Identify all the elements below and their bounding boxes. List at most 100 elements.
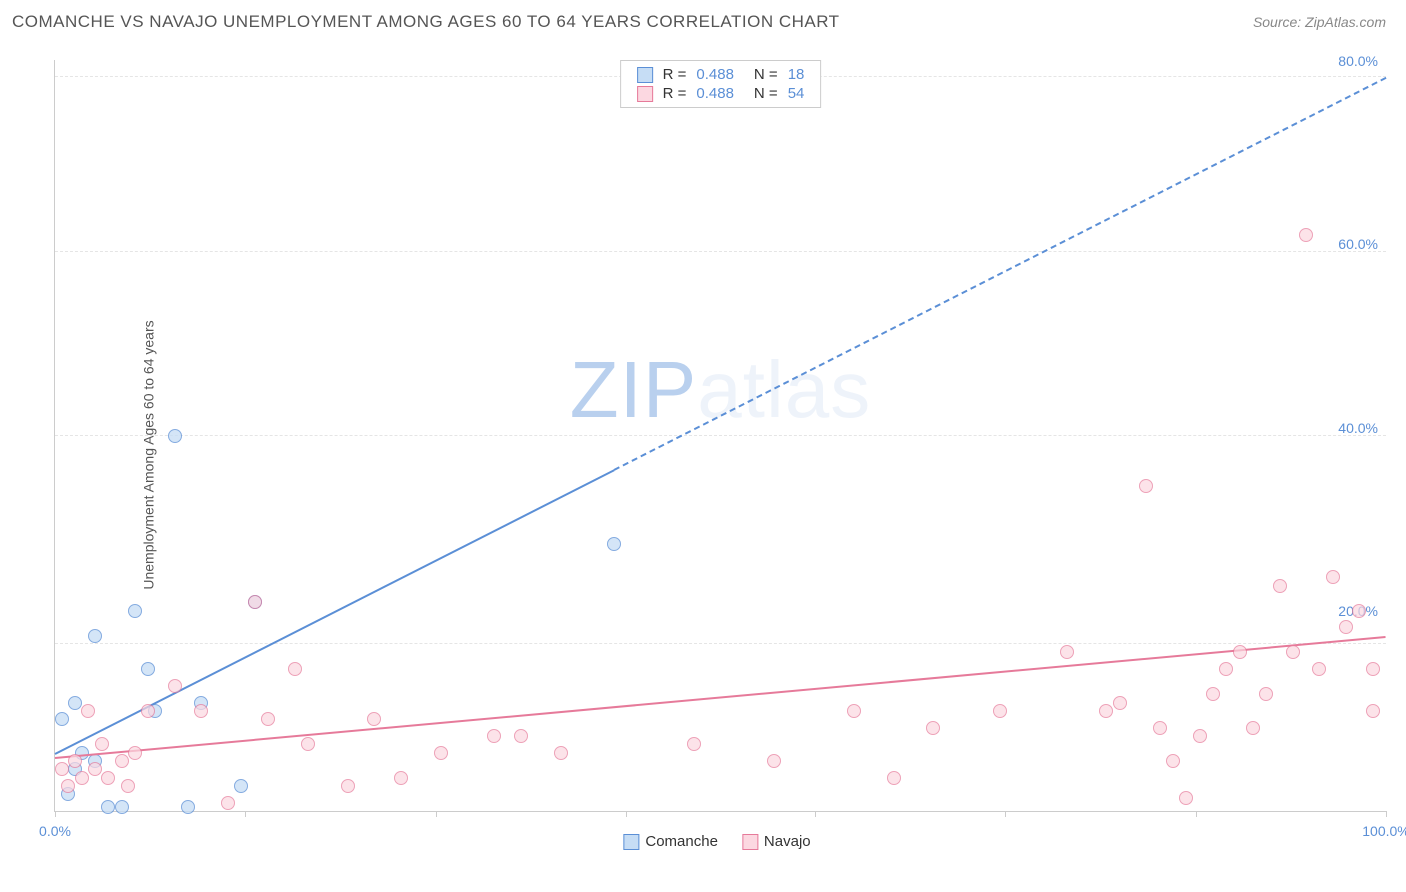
- data-point-comanche: [141, 662, 155, 676]
- data-point-navajo: [68, 754, 82, 768]
- x-tick: [1386, 811, 1387, 817]
- data-point-navajo: [168, 679, 182, 693]
- data-point-navajo: [221, 796, 235, 810]
- data-point-navajo: [1206, 687, 1220, 701]
- data-point-comanche: [115, 800, 129, 814]
- data-point-navajo: [1166, 754, 1180, 768]
- stats-r-label: R =: [663, 85, 687, 102]
- stats-swatch: [637, 86, 653, 102]
- stats-swatch: [637, 67, 653, 83]
- data-point-navajo: [1259, 687, 1273, 701]
- data-point-navajo: [101, 771, 115, 785]
- trend-line-navajo: [55, 636, 1386, 759]
- data-point-comanche: [128, 604, 142, 618]
- y-tick-label: 60.0%: [1338, 236, 1378, 252]
- data-point-comanche: [168, 429, 182, 443]
- data-point-comanche: [68, 696, 82, 710]
- x-tick: [626, 811, 627, 817]
- trend-line-comanche: [614, 77, 1387, 471]
- data-point-navajo: [1366, 662, 1380, 676]
- y-tick-label: 80.0%: [1338, 53, 1378, 69]
- data-point-navajo: [993, 704, 1007, 718]
- data-point-navajo: [367, 712, 381, 726]
- x-tick: [1196, 811, 1197, 817]
- data-point-navajo: [1139, 479, 1153, 493]
- data-point-navajo: [1286, 645, 1300, 659]
- data-point-navajo: [1193, 729, 1207, 743]
- data-point-navajo: [194, 704, 208, 718]
- data-point-navajo: [1099, 704, 1113, 718]
- chart-title: COMANCHE VS NAVAJO UNEMPLOYMENT AMONG AG…: [12, 12, 840, 32]
- legend-item: Comanche: [623, 833, 718, 850]
- data-point-navajo: [248, 595, 262, 609]
- data-point-navajo: [1233, 645, 1247, 659]
- data-point-navajo: [847, 704, 861, 718]
- data-point-navajo: [767, 754, 781, 768]
- watermark-prefix: ZIP: [570, 345, 697, 434]
- x-tick: [55, 811, 56, 817]
- stats-row: R =0.488N =54: [637, 84, 805, 103]
- watermark: ZIPatlas: [570, 344, 871, 436]
- data-point-navajo: [1326, 570, 1340, 584]
- data-point-comanche: [101, 800, 115, 814]
- data-point-navajo: [1352, 604, 1366, 618]
- legend-swatch: [742, 834, 758, 850]
- legend-label: Navajo: [764, 833, 811, 850]
- data-point-navajo: [128, 746, 142, 760]
- data-point-navajo: [926, 721, 940, 735]
- legend-item: Navajo: [742, 833, 811, 850]
- data-point-navajo: [514, 729, 528, 743]
- data-point-navajo: [95, 737, 109, 751]
- gridline-h: [55, 251, 1386, 252]
- data-point-comanche: [181, 800, 195, 814]
- stats-n-value: 18: [788, 66, 805, 83]
- data-point-navajo: [55, 762, 69, 776]
- data-point-comanche: [607, 537, 621, 551]
- data-point-navajo: [687, 737, 701, 751]
- data-point-navajo: [1312, 662, 1326, 676]
- x-tick: [1005, 811, 1006, 817]
- data-point-navajo: [341, 779, 355, 793]
- data-point-navajo: [141, 704, 155, 718]
- data-point-navajo: [1273, 579, 1287, 593]
- source-name: ZipAtlas.com: [1305, 14, 1386, 30]
- x-tick-label: 100.0%: [1362, 823, 1406, 839]
- data-point-navajo: [88, 762, 102, 776]
- watermark-suffix: atlas: [697, 345, 871, 434]
- source-prefix: Source:: [1253, 14, 1305, 30]
- data-point-navajo: [75, 771, 89, 785]
- stats-n-label: N =: [754, 85, 778, 102]
- stats-n-value: 54: [788, 85, 805, 102]
- chart-source: Source: ZipAtlas.com: [1253, 14, 1386, 30]
- data-point-navajo: [301, 737, 315, 751]
- data-point-navajo: [1299, 228, 1313, 242]
- data-point-navajo: [115, 754, 129, 768]
- data-point-navajo: [1246, 721, 1260, 735]
- plot-area: ZIPatlas R =0.488N =18R =0.488N =54 20.0…: [54, 60, 1386, 812]
- data-point-navajo: [487, 729, 501, 743]
- data-point-navajo: [887, 771, 901, 785]
- y-tick-label: 40.0%: [1338, 420, 1378, 436]
- gridline-h: [55, 643, 1386, 644]
- data-point-comanche: [55, 712, 69, 726]
- data-point-navajo: [1060, 645, 1074, 659]
- chart-header: COMANCHE VS NAVAJO UNEMPLOYMENT AMONG AG…: [0, 0, 1406, 40]
- data-point-navajo: [1179, 791, 1193, 805]
- stats-n-label: N =: [754, 66, 778, 83]
- data-point-comanche: [88, 629, 102, 643]
- data-point-navajo: [261, 712, 275, 726]
- stats-row: R = 0.488 N = 18: [637, 65, 805, 84]
- data-point-navajo: [554, 746, 568, 760]
- data-point-navajo: [434, 746, 448, 760]
- stats-r-label: R =: [663, 66, 687, 83]
- gridline-h: [55, 435, 1386, 436]
- x-tick-label: 0.0%: [39, 823, 71, 839]
- data-point-navajo: [288, 662, 302, 676]
- stats-r-value: 0.488: [696, 66, 734, 83]
- series-legend: Comanche Navajo: [623, 833, 810, 850]
- data-point-navajo: [61, 779, 75, 793]
- x-tick: [245, 811, 246, 817]
- data-point-navajo: [1219, 662, 1233, 676]
- stats-legend-box: R = 0.488 N = 18R = 0.488 N = 54: [620, 60, 822, 108]
- data-point-comanche: [234, 779, 248, 793]
